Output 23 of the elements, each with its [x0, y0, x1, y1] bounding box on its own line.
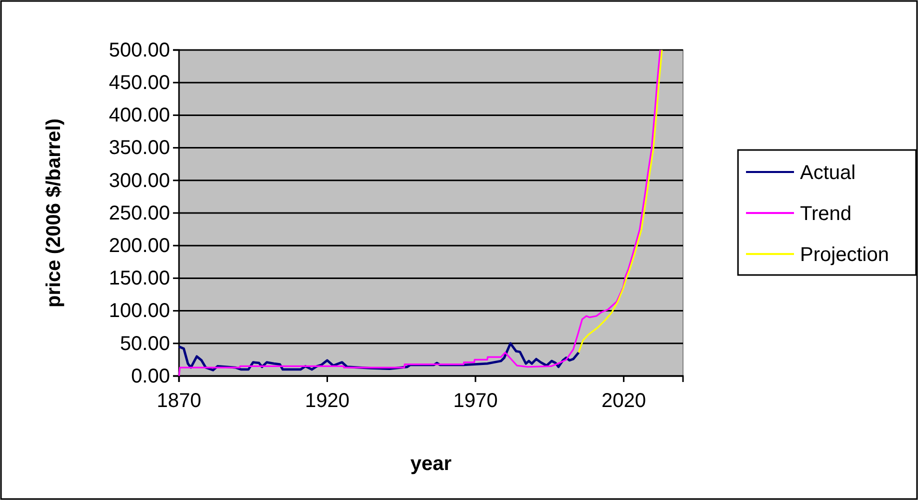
y-tick-label: 300.00: [108, 170, 170, 192]
x-axis-title: year: [410, 453, 452, 475]
y-tick-label: 450.00: [108, 72, 170, 94]
line-series: [578, 49, 663, 354]
legend-label: Trend: [800, 203, 852, 225]
x-tick-label: 1870: [156, 390, 202, 412]
x-tick-label: 1920: [304, 390, 350, 412]
line-series: [178, 342, 580, 372]
y-tick-label: 250.00: [108, 202, 170, 224]
y-tick-label: 350.00: [108, 137, 170, 160]
y-tick-label: 400.00: [108, 104, 170, 127]
y-tick-label: 100.00: [108, 300, 170, 322]
y-tick-label: 50.00: [120, 332, 170, 355]
line-series: [178, 49, 661, 377]
y-tick-label: 200.00: [108, 235, 170, 257]
y-tick-label: 0.00: [131, 365, 170, 388]
y-axis-title: price (2006 $/barrel): [43, 118, 65, 308]
y-tick-label: 150.00: [108, 268, 170, 290]
y-tick-label: 500.00: [108, 39, 170, 62]
legend-label: Projection: [800, 244, 889, 266]
x-tick-label: 2020: [601, 390, 646, 412]
x-tick-label: 1970: [453, 390, 498, 412]
legend-label: Actual: [800, 162, 856, 184]
